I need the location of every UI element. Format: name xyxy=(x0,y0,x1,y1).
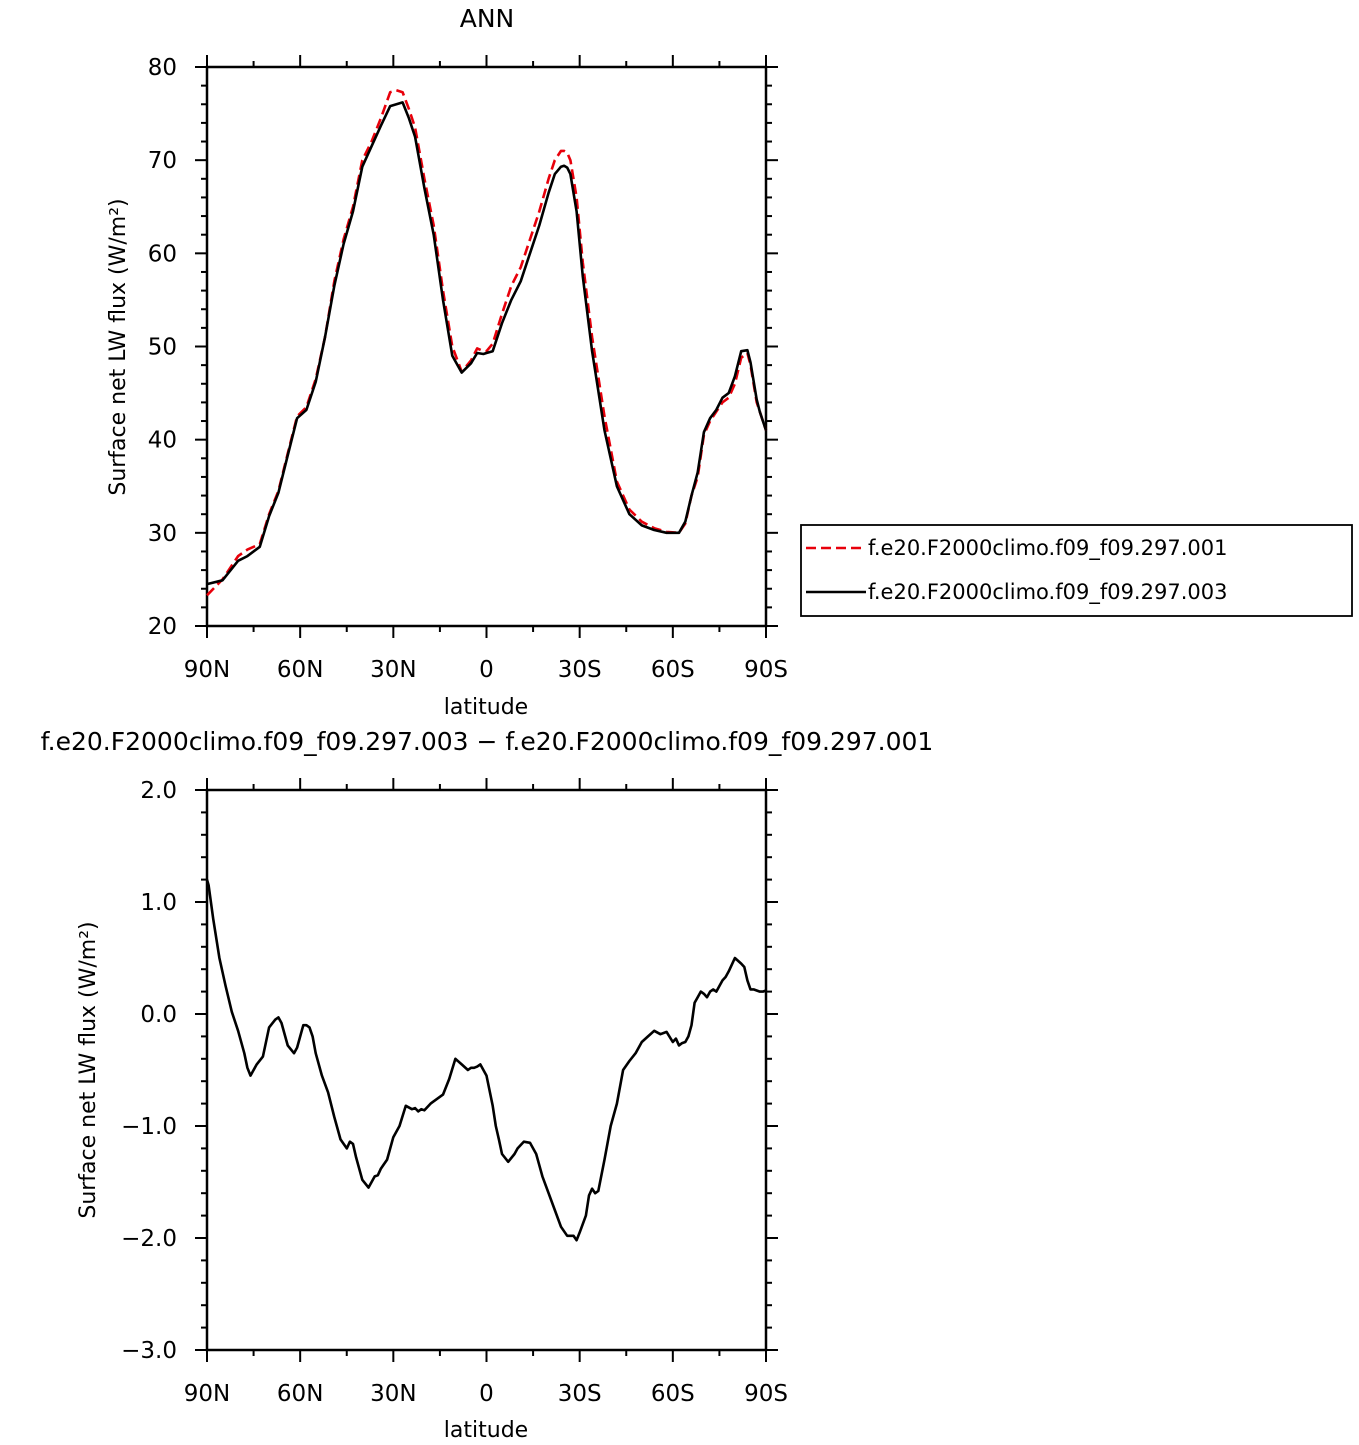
y-tick-label: 70 xyxy=(148,148,177,174)
legend-label-003: f.e20.F2000climo.f09_f09.297.003 xyxy=(868,580,1227,605)
difference-title: f.e20.F2000climo.f09_f09.297.003 − f.e20… xyxy=(41,727,934,756)
series-lines xyxy=(205,879,767,1242)
x-tick-label: 60N xyxy=(277,1381,323,1407)
series-lines xyxy=(206,89,768,597)
y-tick-label: 80 xyxy=(148,55,177,81)
y-tick-label: 0.0 xyxy=(140,1002,177,1028)
y-tick-label: 1.0 xyxy=(140,890,177,916)
x-tick-label: 90S xyxy=(744,657,788,683)
x-tick-label: 90S xyxy=(744,1381,788,1407)
x-axis-label: latitude xyxy=(444,695,528,720)
tick-marks xyxy=(195,55,778,638)
y-tick-label: −1.0 xyxy=(121,1114,177,1140)
legend-label-001: f.e20.F2000climo.f09_f09.297.001 xyxy=(868,536,1227,561)
x-tick-label: 90N xyxy=(184,657,230,683)
panel-difference: f.e20.F2000climo.f09_f09.297.003 − f.e20… xyxy=(41,727,934,1443)
y-tick-labels: 2.0 1.0 0.0 −1.0 −2.0 −3.0 xyxy=(121,778,177,1364)
chart-title: ANN xyxy=(460,4,515,33)
x-tick-label: 30S xyxy=(558,1381,602,1407)
series-line-0 xyxy=(205,879,767,1242)
plot-frame xyxy=(205,65,768,628)
x-tick-label: 30N xyxy=(370,1381,416,1407)
panel-annual-mean: ANN 90N 60N 30N 0 30S 60S 90S 20 30 40 50 60 70 80 l… xyxy=(106,4,788,720)
y-tick-labels: 20 30 40 50 60 70 80 xyxy=(148,55,177,640)
y-tick-label: 20 xyxy=(148,614,177,640)
x-tick-label: 60S xyxy=(651,1381,695,1407)
plot-frame xyxy=(205,788,768,1352)
x-tick-label: 0 xyxy=(479,1381,494,1407)
x-tick-label: 0 xyxy=(479,657,494,683)
x-tick-label: 30N xyxy=(370,657,416,683)
x-tick-labels: 90N 60N 30N 0 30S 60S 90S xyxy=(184,657,788,683)
y-tick-label: 2.0 xyxy=(140,778,177,804)
y-axis-label: Surface net LW flux (W/m²) xyxy=(106,198,131,495)
y-tick-label: 30 xyxy=(148,521,177,547)
x-tick-label: 90N xyxy=(184,1381,230,1407)
y-tick-label: −3.0 xyxy=(121,1338,177,1364)
y-axis-label: Surface net LW flux (W/m²) xyxy=(76,921,101,1218)
x-axis-label: latitude xyxy=(444,1418,528,1443)
y-tick-label: 40 xyxy=(148,428,177,454)
y-tick-label: −2.0 xyxy=(121,1226,177,1252)
x-tick-label: 60S xyxy=(651,657,695,683)
x-tick-labels: 90N 60N 30N 0 30S 60S 90S xyxy=(184,1381,788,1407)
legend-box xyxy=(800,524,1353,617)
y-tick-label: 60 xyxy=(148,241,177,267)
legend: f.e20.F2000climo.f09_f09.297.001 f.e20.F… xyxy=(800,524,1353,617)
x-tick-label: 60N xyxy=(277,657,323,683)
x-tick-label: 30S xyxy=(558,657,602,683)
series-line-0 xyxy=(206,89,768,597)
tick-marks xyxy=(195,778,778,1362)
series-line-1 xyxy=(206,101,768,586)
y-tick-label: 50 xyxy=(148,335,177,361)
